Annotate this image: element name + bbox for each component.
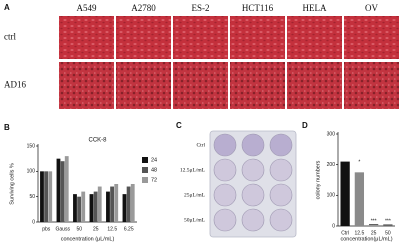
bar (40, 171, 44, 222)
y-tick-label: 150 (27, 143, 36, 149)
well (241, 133, 265, 157)
y-tick-label: 100 (327, 193, 336, 199)
y-axis-label: Surviving cells % (9, 163, 15, 205)
bar (44, 171, 49, 222)
chart: B CCK-8 Surviving cells % concentration (μL… (4, 123, 157, 242)
row-label: ctrl (4, 32, 16, 42)
bar (48, 171, 53, 222)
micrograph (230, 62, 285, 109)
micrograph (230, 16, 285, 59)
x-tick-label: Gauss (56, 226, 71, 232)
significance-mark: *** (371, 218, 377, 224)
significance-mark: *** (385, 219, 391, 225)
y-axis-label: colony numbers (315, 160, 321, 199)
bar (56, 158, 61, 222)
panel-c: C Ctrl 12.5μL/mL 25μL/mL 50μL/mL (176, 121, 297, 238)
micrograph (344, 16, 399, 59)
legend-swatch (142, 167, 148, 173)
row-label: 12.5μL/mL (180, 167, 206, 173)
x-axis-label: concentration (μL/mL) (61, 236, 115, 242)
bar (60, 161, 65, 222)
panel-label: A (4, 3, 10, 12)
micrograph (116, 16, 171, 59)
bar (73, 194, 77, 222)
column-header: HCT116 (242, 3, 274, 13)
x-tick-label: 12.5 (355, 230, 365, 236)
x-tick-label: Ctrl (341, 230, 349, 236)
bar (368, 224, 379, 226)
micrograph (59, 62, 114, 109)
x-tick-label: 25 (93, 226, 99, 232)
bar (64, 156, 69, 222)
well (241, 158, 265, 182)
micrograph (287, 62, 342, 109)
panel-a: A549 A2780 ES-2 HCT116 HELA OV ctrl AD16 (4, 3, 399, 109)
well (269, 133, 293, 157)
bar (383, 224, 393, 226)
micrograph (287, 16, 342, 59)
bar (89, 194, 94, 222)
micrograph (116, 62, 171, 109)
micrograph (173, 16, 228, 59)
x-axis-label: concentration(μL/mL) (340, 236, 392, 242)
well (213, 183, 237, 207)
y-tick-label: 100 (27, 169, 36, 175)
bar (77, 196, 82, 222)
x-tick-label: pbs (42, 226, 51, 232)
row-label: 50μL/mL (184, 217, 206, 223)
well (269, 208, 293, 232)
column-header: A2780 (131, 3, 156, 13)
x-tick-label: 12.5 (107, 226, 117, 232)
column-header: OV (365, 3, 378, 13)
bar (93, 191, 98, 222)
legend-label: 72 (151, 177, 157, 183)
well (213, 208, 237, 232)
y-tick-label: 200 (327, 162, 336, 168)
well (213, 158, 237, 182)
micrograph (59, 16, 114, 59)
column-header: HELA (303, 3, 327, 13)
panel-label: D (302, 121, 308, 130)
significance-mark: * (358, 160, 360, 166)
micrograph (344, 62, 399, 109)
bar (114, 184, 119, 222)
well (241, 183, 265, 207)
chart-title: CCK-8 (88, 138, 107, 144)
bar (97, 186, 102, 222)
legend-label: 48 (151, 167, 157, 173)
y-tick-label: 300 (327, 131, 336, 137)
legend-swatch (142, 177, 148, 183)
bar (130, 184, 135, 222)
row-label: Ctrl (196, 142, 205, 148)
bar (126, 186, 131, 222)
x-tick-label: 6.25 (124, 226, 134, 232)
panel-label: C (176, 121, 182, 130)
x-tick-label: 25 (371, 230, 377, 236)
bar (340, 161, 350, 226)
bar (122, 194, 127, 222)
y-tick-label: 0 (332, 223, 335, 229)
panel-label: B (4, 123, 10, 132)
legend-swatch (142, 157, 148, 163)
column-header: ES-2 (192, 3, 210, 13)
legend-label: 24 (151, 157, 157, 163)
bar (106, 191, 110, 222)
micrograph (173, 62, 228, 109)
bar (110, 186, 115, 222)
row-label: AD16 (4, 80, 26, 90)
well (241, 208, 265, 232)
well (269, 183, 293, 207)
row-label: 25μL/mL (184, 192, 206, 198)
well (269, 158, 293, 182)
x-tick-label: 50 (385, 230, 391, 236)
well (213, 133, 237, 157)
bar (81, 191, 86, 222)
x-tick-label: 50 (76, 226, 82, 232)
column-header: A549 (77, 3, 97, 13)
bar (354, 172, 365, 226)
y-tick-label: 0 (32, 219, 35, 225)
y-tick-label: 50 (29, 194, 35, 200)
